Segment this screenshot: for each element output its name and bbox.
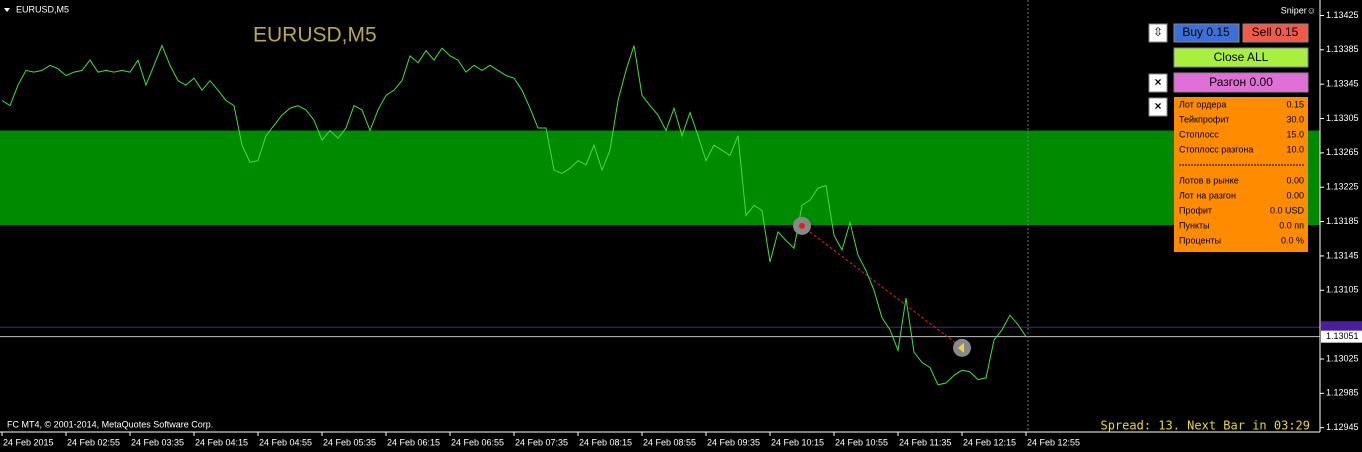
close-label: ×: [1154, 99, 1161, 113]
x-tick-label: 24 Feb 03:35: [131, 437, 184, 447]
x-tick-label: 24 Feb 08:15: [579, 437, 632, 447]
x-tick-label: 24 Feb 10:15: [771, 437, 824, 447]
y-tick-label: 1.13145: [1326, 250, 1359, 260]
trade-open-dot: [799, 222, 805, 229]
y-tick-label: 1.13225: [1326, 182, 1359, 192]
trade-close-arrow: [958, 342, 964, 353]
panel-value: 0.00: [1286, 175, 1304, 185]
panel-value: 0.15: [1286, 99, 1304, 109]
x-tick-label: 24 Feb 02:55: [67, 437, 120, 447]
panel-value: 30.0: [1286, 114, 1304, 124]
x-tick-label: 24 Feb 11:35: [899, 437, 951, 447]
panel-label: Стоплосс: [1179, 129, 1219, 139]
x-tick-label: 24 Feb 08:55: [643, 437, 696, 447]
y-tick-label: 1.13265: [1326, 147, 1359, 157]
info-panel: [1174, 97, 1308, 252]
y-tick-label: 1.13105: [1326, 285, 1359, 295]
close-all-button[interactable]: [1173, 47, 1309, 68]
buy-button[interactable]: [1173, 23, 1240, 43]
panel-label: Профит: [1179, 205, 1212, 215]
y-tick-label: 1.12945: [1326, 422, 1359, 432]
y-tick-label: 1.13345: [1326, 79, 1359, 89]
x-tick-label: 24 Feb 2015: [3, 437, 54, 447]
chart-title: EURUSD,M5: [253, 24, 377, 47]
menu-triangle[interactable]: [4, 8, 10, 12]
x-tick-label: 24 Feb 10:55: [835, 437, 888, 447]
panel-label: Пункты: [1179, 220, 1210, 230]
y-tick-label: 1.13305: [1326, 113, 1359, 123]
x-tick-label: 24 Feb 12:55: [1027, 437, 1080, 447]
panel-value: 0.0 пп: [1279, 220, 1304, 230]
arrows-button[interactable]: [1148, 23, 1168, 43]
y-tick-label: 1.13385: [1326, 44, 1359, 54]
price-label-box: [1321, 330, 1362, 343]
close-button[interactable]: [1148, 97, 1168, 117]
close-button[interactable]: [1148, 73, 1168, 93]
spread-info: Spread: 13. Next Bar in 03:29: [1100, 419, 1310, 433]
sniper-label: Sniper☺: [1281, 5, 1316, 15]
x-tick-label: 24 Feb 05:35: [323, 437, 376, 447]
copyright: FC MT4, © 2001-2014, MetaQuotes Software…: [7, 419, 213, 429]
x-tick-label: 24 Feb 07:35: [515, 437, 568, 447]
panel-label: Лотов в рынке: [1179, 175, 1239, 185]
zone: [0, 130, 1320, 226]
razgon-label: Разгон 0.00: [1209, 75, 1273, 89]
arrows-label: ⇳: [1153, 25, 1163, 39]
y-tick-label: 1.13185: [1326, 216, 1359, 226]
panel-value: 0.0 %: [1281, 235, 1304, 245]
x-tick-label: 24 Feb 06:55: [451, 437, 504, 447]
trade-line: [801, 225, 963, 349]
panel-label: Лот на разгон: [1179, 190, 1236, 200]
price-label: 1.13051: [1326, 331, 1359, 341]
buy-label: Buy 0.15: [1182, 25, 1230, 39]
panel-rows: Лот ордера 0.15 Тейкпрофит 30.0 Стоплосс 15.0…: [1179, 99, 1304, 245]
panel-label: Лот ордера: [1179, 99, 1226, 109]
sell-button[interactable]: [1242, 23, 1309, 43]
panel-label: Проценты: [1179, 235, 1221, 245]
panel-value: 10.0: [1286, 144, 1304, 154]
panel-value: 15.0: [1286, 129, 1304, 139]
panel-value: 0.0 USD: [1270, 205, 1305, 215]
x-tick-label: 24 Feb 09:35: [707, 437, 760, 447]
window-title: EURUSD,M5: [16, 4, 69, 14]
y-tick-label: 1.13025: [1326, 353, 1359, 363]
close-label: ×: [1154, 75, 1161, 89]
plot: [0, 0, 1320, 432]
x-tick-label: 24 Feb 04:15: [195, 437, 248, 447]
x-tick-label: 24 Feb 12:15: [963, 437, 1016, 447]
panel-label: Тейкпрофит: [1179, 114, 1229, 124]
razgon-button[interactable]: [1173, 72, 1309, 93]
x-tick-label: 24 Feb 04:55: [259, 437, 312, 447]
y-tick-label: 1.13425: [1326, 10, 1359, 20]
close-all-label: Close ALL: [1214, 50, 1269, 64]
y-tick-label: 1.12985: [1326, 388, 1359, 398]
panel-value: 0.00: [1286, 190, 1304, 200]
sell-label: Sell 0.15: [1252, 25, 1299, 39]
price-line-series: [1, 44, 1027, 386]
panel-label: Стоплосс разгона: [1179, 144, 1253, 154]
x-tick-label: 24 Feb 06:15: [387, 437, 440, 447]
level-label-box: [1321, 321, 1362, 334]
